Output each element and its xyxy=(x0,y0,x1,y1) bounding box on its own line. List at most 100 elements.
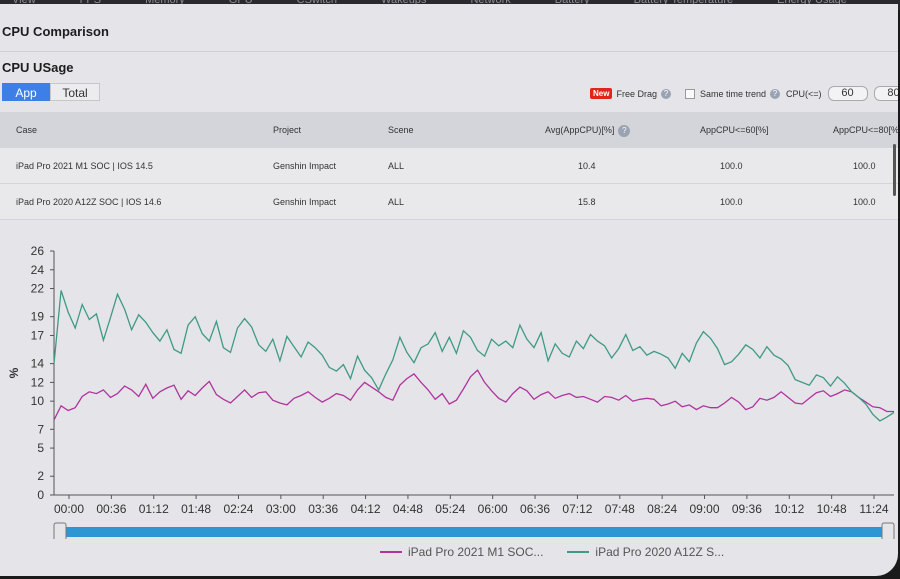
header-scene[interactable]: Scene xyxy=(388,125,414,135)
top-tab-6[interactable]: Network xyxy=(470,0,511,6)
header-case[interactable]: Case xyxy=(16,125,38,135)
x-tick-label: 06:00 xyxy=(478,502,508,516)
x-tick-label: 10:12 xyxy=(774,502,804,516)
free-drag-label[interactable]: Free Drag xyxy=(616,88,657,99)
app-window: CPU Comparison CPU USage App Total New F… xyxy=(0,4,898,576)
x-tick-label: 04:48 xyxy=(393,502,423,516)
y-tick-label: 17 xyxy=(31,328,45,342)
header-appcpu-80[interactable]: AppCPU<=80[%] xyxy=(833,125,898,135)
cell-project: Genshin Impact xyxy=(273,197,337,207)
subsection-title: CPU USage xyxy=(2,60,74,75)
cell-appcpu-80: 100.0 xyxy=(853,197,876,207)
header-avg-appcpu[interactable]: Avg(AppCPU)[%]? xyxy=(545,112,631,148)
cpu-threshold-input-60[interactable]: 60 xyxy=(827,86,868,101)
cell-avg: 10.4 xyxy=(578,161,596,171)
header-project[interactable]: Project xyxy=(273,125,302,135)
legend-item-series1[interactable]: iPad Pro 2021 M1 SOC... xyxy=(380,545,543,559)
top-tab-5[interactable]: Wakeups xyxy=(380,0,427,6)
cpu-threshold-label: CPU(<=) xyxy=(786,88,822,99)
top-tab-0[interactable]: View xyxy=(12,0,36,6)
table-row[interactable]: iPad Pro 2021 M1 SOC | IOS 14.5 Genshin … xyxy=(0,148,898,184)
cpu-usage-chart-svg: 0 2 5 7 10 12 14 17 19 22 24 26% 00:00 00:36 01:12 01:4… xyxy=(7,244,895,542)
top-tab-2[interactable]: Memory xyxy=(145,0,185,6)
cell-avg: 15.8 xyxy=(578,197,596,207)
same-time-trend-help-icon[interactable]: ? xyxy=(770,88,780,99)
x-tick-label: 09:00 xyxy=(690,502,720,516)
x-tick-label: 00:00 xyxy=(54,502,84,516)
legend-label-series2: iPad Pro 2020 A12Z S... xyxy=(595,545,725,559)
table-header: Case Project Scene Avg(AppCPU)[%]? AppCP… xyxy=(0,112,898,148)
cpu-usage-chart: 0 2 5 7 10 12 14 17 19 22 24 26% 00:00 00:36 01:12 01:4… xyxy=(0,239,898,576)
legend-label-series1: iPad Pro 2021 M1 SOC... xyxy=(408,545,544,559)
y-tick-label: 10 xyxy=(31,394,45,408)
toggle-app-button[interactable]: App xyxy=(2,83,50,101)
header-appcpu-60[interactable]: AppCPU<=60[%] xyxy=(700,125,769,135)
x-tick-label: 07:12 xyxy=(562,502,592,516)
chart-legend: iPad Pro 2021 M1 SOC... iPad Pro 2020 A1… xyxy=(380,545,748,559)
table-row[interactable]: iPad Pro 2020 A12Z SOC | IOS 14.6 Genshi… xyxy=(0,184,898,220)
same-time-trend-checkbox[interactable] xyxy=(684,88,695,99)
y-tick-label: 24 xyxy=(31,263,45,277)
y-tick-label: 26 xyxy=(31,244,45,258)
x-tick-label: 02:24 xyxy=(223,502,253,516)
top-tab-9[interactable]: Energy Usage xyxy=(777,0,847,6)
header-avg-appcpu-label: Avg(AppCPU)[%] xyxy=(545,125,615,135)
x-tick-label: 10:48 xyxy=(817,502,847,516)
y-tick-label: 0 xyxy=(37,488,44,502)
top-tab-7[interactable]: Battery xyxy=(554,0,590,6)
cpu-threshold-input-80[interactable]: 80 xyxy=(873,86,898,101)
x-tick-label: 06:36 xyxy=(520,502,550,516)
slider-handle-right[interactable] xyxy=(881,522,895,542)
series-line-2 xyxy=(53,290,895,422)
x-tick-label: 03:00 xyxy=(266,502,296,516)
slider-handle-left[interactable] xyxy=(53,522,67,542)
cell-scene: ALL xyxy=(388,197,405,207)
x-tick-label: 00:36 xyxy=(96,502,126,516)
x-tick-label: 01:12 xyxy=(139,502,169,516)
y-axis-label: % xyxy=(7,367,21,378)
cell-appcpu-80: 100.0 xyxy=(853,161,876,171)
section-title: CPU Comparison xyxy=(2,24,109,39)
y-tick-label: 12 xyxy=(31,375,45,389)
x-tick-label: 04:12 xyxy=(351,502,381,516)
x-tick-label: 07:48 xyxy=(605,502,635,516)
time-range-slider-track xyxy=(58,527,888,537)
legend-item-series2[interactable]: iPad Pro 2020 A12Z S... xyxy=(567,545,724,559)
y-tick-label: 5 xyxy=(37,441,44,455)
table-scrollbar[interactable] xyxy=(893,144,896,196)
cell-appcpu-60: 100.0 xyxy=(720,197,743,207)
comparison-table: Case Project Scene Avg(AppCPU)[%]? AppCP… xyxy=(0,112,898,220)
x-tick-label: 03:36 xyxy=(308,502,338,516)
avg-help-icon[interactable]: ? xyxy=(618,124,631,137)
same-time-trend-label: Same time trend xyxy=(699,88,766,99)
y-tick-label: 2 xyxy=(37,469,44,483)
y-tick-label: 22 xyxy=(31,282,45,296)
y-tick-label: 19 xyxy=(31,310,45,324)
x-tick-label: 01:48 xyxy=(181,502,211,516)
top-tabs: View FPS Memory GPU CSwitch Wakeups Network Bat… xyxy=(12,0,847,6)
top-tab-8[interactable]: Battery Temperature xyxy=(633,0,734,6)
free-drag-help-icon[interactable]: ? xyxy=(660,88,671,99)
y-tick-label: 7 xyxy=(37,422,44,436)
new-badge: New xyxy=(590,88,613,99)
cell-project: Genshin Impact xyxy=(273,161,337,171)
app-total-toggle: App Total xyxy=(2,83,100,101)
legend-swatch-series2 xyxy=(567,551,590,553)
top-tab-1[interactable]: FPS xyxy=(79,0,102,6)
x-tick-label: 05:24 xyxy=(435,502,465,516)
chart-controls: New Free Drag ? Same time trend ? CPU(<=… xyxy=(590,86,898,101)
x-tick-label: 11:24 xyxy=(859,502,888,516)
series-line-1 xyxy=(53,369,894,421)
x-tick-label: 09:36 xyxy=(732,502,762,516)
x-tick-label: 08:24 xyxy=(647,502,677,516)
cell-appcpu-60: 100.0 xyxy=(720,161,743,171)
legend-swatch-series1 xyxy=(380,551,402,553)
toggle-total-button[interactable]: Total xyxy=(50,83,100,101)
cell-scene: ALL xyxy=(388,161,405,171)
cell-case: iPad Pro 2021 M1 SOC | IOS 14.5 xyxy=(16,161,153,171)
y-tick-label: 14 xyxy=(31,357,45,371)
top-tab-3[interactable]: GPU xyxy=(228,0,253,6)
top-tab-4[interactable]: CSwitch xyxy=(296,0,337,6)
cell-case: iPad Pro 2020 A12Z SOC | IOS 14.6 xyxy=(16,197,162,207)
section-divider xyxy=(0,51,898,52)
